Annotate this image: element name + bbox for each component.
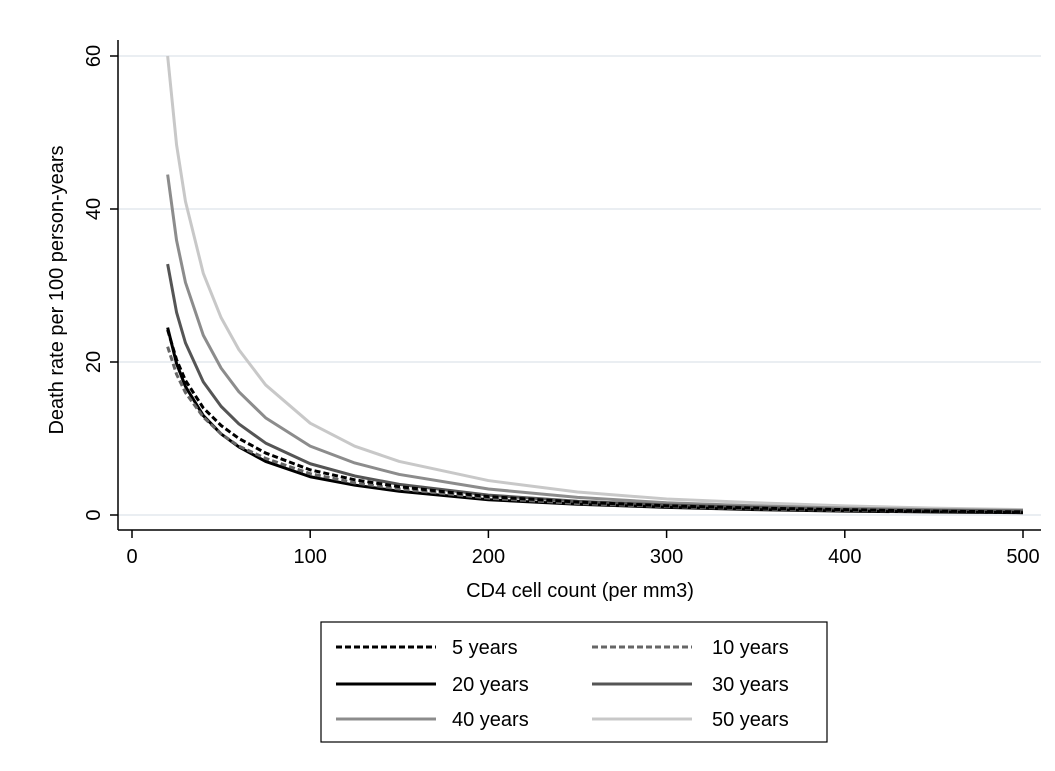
y-axis-title: Death rate per 100 person-years <box>46 145 68 434</box>
x-tick-label: 0 <box>126 546 137 568</box>
x-tick-label: 400 <box>828 546 861 568</box>
series-line-50-years <box>166 55 1024 512</box>
legend-label: 20 years <box>452 674 529 696</box>
x-tick-label: 100 <box>294 546 327 568</box>
y-tick-label: 40 <box>83 198 105 220</box>
legend-label: 5 years <box>452 637 518 659</box>
x-tick-label: 200 <box>472 546 505 568</box>
axes <box>117 40 1041 531</box>
legend-label: 30 years <box>712 674 789 696</box>
legend-box <box>320 621 828 743</box>
x-tick-label: 300 <box>650 546 683 568</box>
grid-lines <box>118 55 1041 516</box>
axis-ticks: 0 20 40 60 0 100 200 300 400 500 <box>83 45 1040 568</box>
legend-label: 50 years <box>712 709 789 731</box>
x-tick-label: 500 <box>1006 546 1039 568</box>
y-tick-label: 20 <box>83 351 105 373</box>
series-lines <box>166 55 1024 515</box>
x-axis-title: CD4 cell count (per mm3) <box>466 580 694 602</box>
series-line-40-years <box>166 174 1024 512</box>
y-tick-label: 60 <box>83 45 105 67</box>
y-tick-label: 0 <box>83 509 105 520</box>
series-line-5-years <box>166 329 1024 514</box>
legend-label: 10 years <box>712 637 789 659</box>
legend-label: 40 years <box>452 709 529 731</box>
legend: 5 years 10 years 20 years 30 years 40 years 5… <box>320 621 828 743</box>
